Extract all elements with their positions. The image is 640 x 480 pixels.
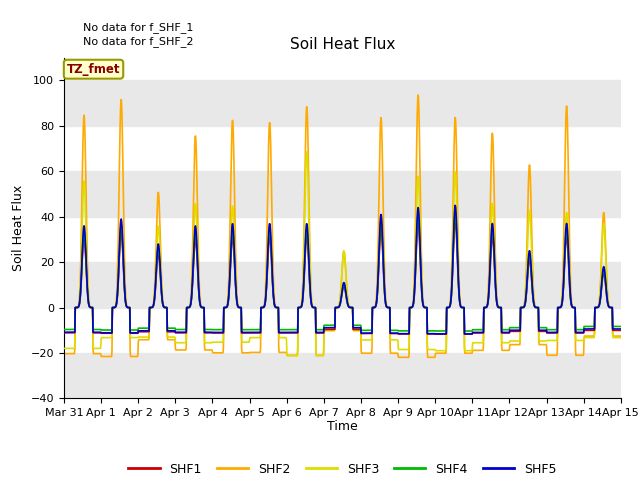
SHF2 bbox=[552, 352, 559, 358]
Line: SHF2: SHF2 bbox=[64, 95, 621, 357]
Text: TZ_fmet: TZ_fmet bbox=[67, 63, 120, 76]
SHF1 bbox=[502, 330, 510, 336]
SHF3 bbox=[284, 353, 291, 359]
SHF1 bbox=[432, 331, 440, 337]
SHF4 bbox=[429, 328, 436, 334]
SHF4 bbox=[184, 305, 191, 311]
SHF1 bbox=[617, 327, 625, 333]
SHF1 bbox=[60, 330, 68, 336]
SHF1 bbox=[429, 331, 436, 337]
SHF2 bbox=[617, 333, 625, 339]
SHF3 bbox=[502, 340, 510, 346]
SHF2 bbox=[246, 349, 254, 355]
SHF4 bbox=[170, 325, 178, 331]
SHF4 bbox=[246, 327, 254, 333]
Bar bbox=[64, 262, 621, 308]
Title: Soil Heat Flux: Soil Heat Flux bbox=[290, 37, 395, 52]
Text: No data for f_SHF_2: No data for f_SHF_2 bbox=[83, 36, 194, 47]
Line: SHF5: SHF5 bbox=[64, 205, 621, 334]
SHF3 bbox=[170, 334, 178, 340]
Y-axis label: Soil Heat Flux: Soil Heat Flux bbox=[12, 185, 25, 271]
SHF1 bbox=[246, 330, 254, 336]
SHF5 bbox=[170, 328, 178, 334]
SHF1 bbox=[552, 330, 559, 336]
SHF3 bbox=[552, 337, 559, 343]
SHF4 bbox=[432, 328, 440, 334]
SHF1 bbox=[451, 218, 459, 224]
SHF4 bbox=[451, 210, 459, 216]
Line: SHF3: SHF3 bbox=[64, 152, 621, 356]
Line: SHF4: SHF4 bbox=[64, 213, 621, 331]
SHF5 bbox=[502, 330, 510, 336]
SHF5 bbox=[432, 331, 440, 337]
SHF3 bbox=[303, 149, 310, 155]
SHF5 bbox=[184, 305, 191, 311]
SHF2 bbox=[60, 351, 68, 357]
SHF2 bbox=[184, 305, 191, 311]
SHF3 bbox=[184, 305, 191, 311]
SHF1 bbox=[184, 305, 191, 311]
SHF2 bbox=[170, 337, 178, 343]
Bar bbox=[64, 353, 621, 398]
Line: SHF1: SHF1 bbox=[64, 221, 621, 334]
SHF2 bbox=[396, 354, 403, 360]
SHF3 bbox=[617, 335, 625, 340]
Text: No data for f_SHF_1: No data for f_SHF_1 bbox=[83, 22, 193, 33]
SHF3 bbox=[246, 335, 254, 340]
SHF5 bbox=[60, 329, 68, 335]
SHF4 bbox=[617, 324, 625, 329]
SHF5 bbox=[246, 330, 254, 336]
SHF4 bbox=[552, 327, 559, 333]
SHF3 bbox=[429, 347, 437, 352]
SHF2 bbox=[502, 348, 510, 353]
SHF4 bbox=[60, 326, 68, 332]
Bar bbox=[64, 171, 621, 216]
SHF5 bbox=[552, 330, 559, 336]
SHF5 bbox=[451, 203, 459, 208]
X-axis label: Time: Time bbox=[327, 420, 358, 432]
SHF5 bbox=[617, 326, 625, 332]
SHF2 bbox=[429, 354, 437, 360]
SHF4 bbox=[502, 327, 510, 333]
SHF3 bbox=[60, 346, 68, 351]
SHF5 bbox=[429, 331, 436, 336]
SHF2 bbox=[414, 92, 422, 98]
Bar bbox=[64, 80, 621, 126]
Legend: SHF1, SHF2, SHF3, SHF4, SHF5: SHF1, SHF2, SHF3, SHF4, SHF5 bbox=[124, 458, 561, 480]
SHF1 bbox=[170, 329, 178, 335]
